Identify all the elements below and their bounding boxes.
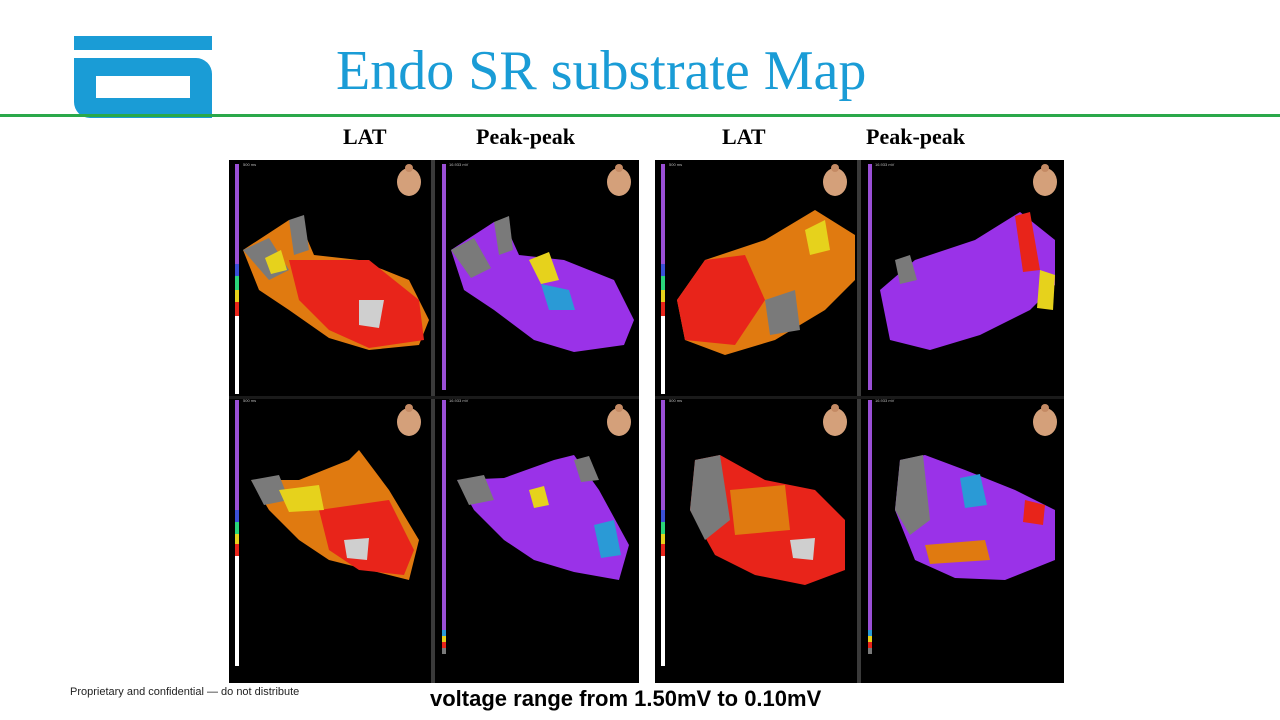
title-divider-line	[0, 114, 1280, 117]
peak-peak-map-bottom-left	[457, 455, 629, 580]
scale-top-label: 500 ms	[243, 398, 256, 403]
slide-title: Endo SR substrate Map	[336, 40, 867, 102]
lat-map-bottom-right	[690, 455, 845, 585]
torso-orientation-icon	[823, 164, 847, 196]
confidentiality-note: Proprietary and confidential — do not di…	[70, 686, 300, 698]
scale-top-label: 500 ms	[669, 398, 682, 403]
map-group-left: 500 ms 16.933 mV	[229, 160, 639, 683]
peak-peak-map-top-right	[880, 212, 1055, 350]
scale-top-label: 16.933 mV	[875, 398, 895, 403]
company-logo-icon	[74, 36, 212, 118]
torso-orientation-icon	[397, 404, 421, 436]
column-label-lat-2: LAT	[722, 124, 766, 149]
lat-map-top-left	[243, 215, 429, 350]
peak-peak-map-top-left	[451, 216, 634, 352]
column-label-lat-1: LAT	[343, 124, 387, 149]
torso-orientation-icon	[823, 404, 847, 436]
torso-orientation-icon	[397, 164, 421, 196]
scale-top-label: 16.933 mV	[449, 398, 469, 403]
scale-top-label: 500 ms	[243, 162, 256, 167]
torso-orientation-icon	[607, 404, 631, 436]
peak-peak-map-bottom-right	[895, 455, 1055, 580]
lat-map-top-right	[677, 210, 855, 355]
map-group-right: 500 ms 16.933 mV 500	[655, 160, 1064, 683]
torso-orientation-icon	[607, 164, 631, 196]
column-label-peak-peak-1: Peak-peak	[476, 124, 575, 149]
lat-map-bottom-left	[251, 450, 419, 580]
column-label-peak-peak-2: Peak-peak	[866, 124, 965, 149]
voltage-range-caption: voltage range from 1.50mV to 0.10mV	[430, 686, 822, 711]
scale-top-label: 16.933 mV	[449, 162, 469, 167]
torso-orientation-icon	[1033, 164, 1057, 196]
scale-top-label: 500 ms	[669, 162, 682, 167]
torso-orientation-icon	[1033, 404, 1057, 436]
scale-top-label: 16.933 mV	[875, 162, 895, 167]
